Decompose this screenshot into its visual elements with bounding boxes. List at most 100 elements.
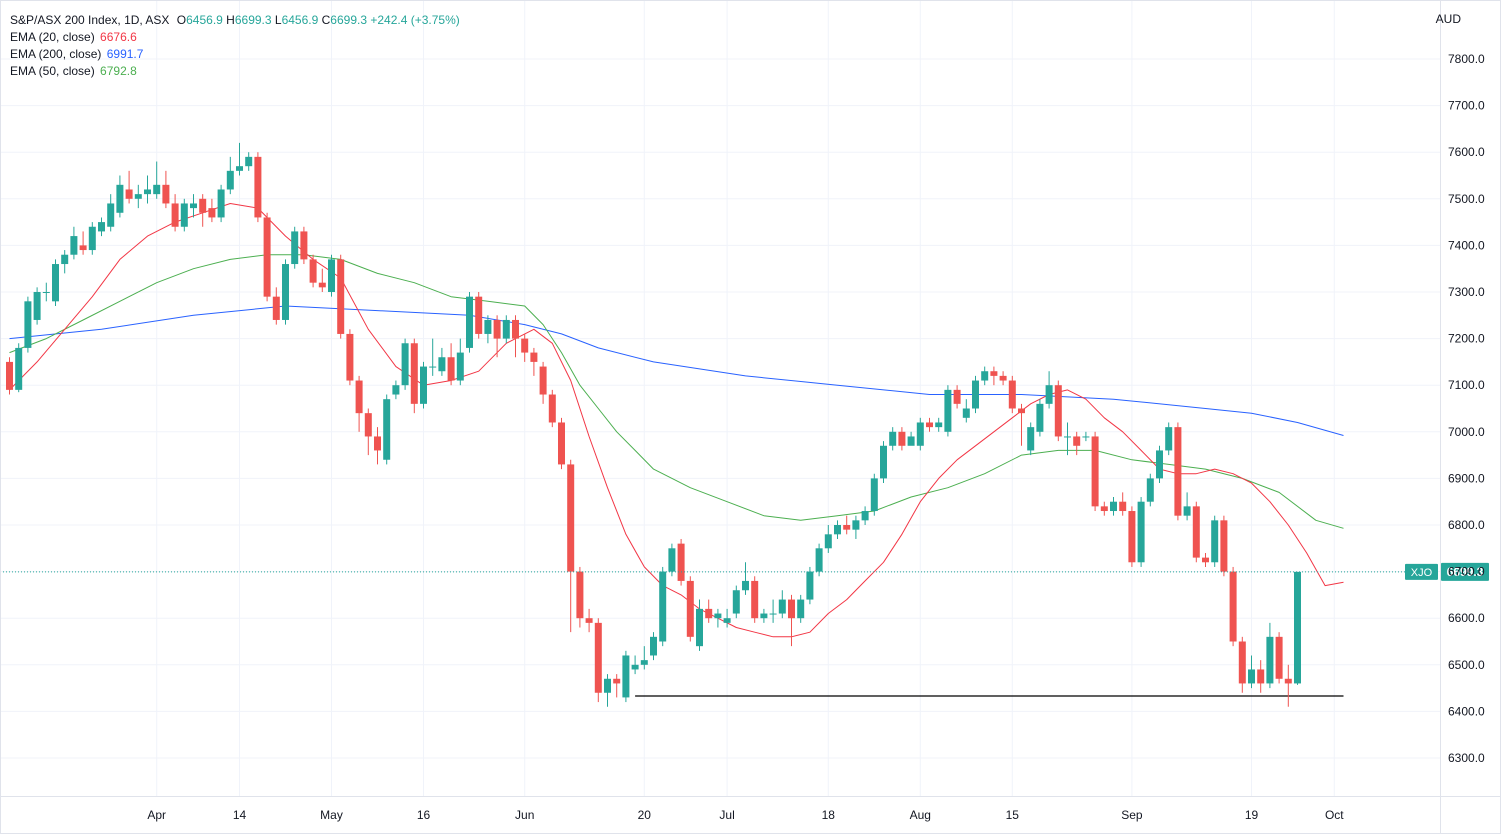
candle[interactable] (61, 250, 69, 274)
candle[interactable] (364, 408, 372, 456)
candle[interactable] (502, 315, 510, 344)
candle[interactable] (567, 459, 575, 633)
candle[interactable] (493, 315, 501, 358)
candle[interactable] (456, 338, 464, 386)
candle[interactable] (263, 212, 271, 302)
candle[interactable] (972, 375, 979, 414)
candle[interactable] (190, 194, 197, 218)
candle[interactable] (604, 674, 611, 707)
candle[interactable] (907, 431, 915, 446)
candle[interactable] (392, 380, 400, 400)
candle[interactable] (889, 427, 897, 451)
candle[interactable] (1128, 506, 1136, 567)
candle[interactable] (429, 338, 437, 376)
candle[interactable] (208, 198, 216, 223)
candle[interactable] (723, 608, 731, 628)
candle[interactable] (98, 217, 105, 237)
candle[interactable] (1192, 501, 1200, 563)
candle[interactable] (861, 506, 869, 525)
candle[interactable] (558, 417, 565, 470)
candle[interactable] (521, 333, 529, 362)
candle[interactable] (576, 566, 584, 628)
candle[interactable] (107, 194, 115, 232)
candle[interactable] (1036, 399, 1044, 437)
candle[interactable] (466, 292, 473, 353)
candle[interactable] (33, 287, 41, 325)
candle[interactable] (318, 268, 326, 292)
candle[interactable] (42, 282, 50, 302)
candle[interactable] (291, 226, 299, 269)
candle[interactable] (1220, 515, 1228, 577)
candle[interactable] (999, 371, 1007, 386)
candle[interactable] (6, 357, 13, 395)
candle[interactable] (935, 417, 943, 432)
candle[interactable] (1174, 422, 1182, 521)
candle[interactable] (180, 198, 188, 232)
candle[interactable] (751, 576, 759, 623)
candle[interactable] (401, 338, 409, 390)
candle[interactable] (1156, 445, 1163, 484)
candle[interactable] (134, 184, 142, 209)
candle[interactable] (171, 194, 179, 232)
candle[interactable] (1257, 660, 1265, 693)
candle[interactable] (769, 599, 777, 623)
candle[interactable] (355, 375, 363, 432)
candle[interactable] (226, 156, 234, 195)
candle[interactable] (953, 385, 961, 409)
candle[interactable] (1146, 473, 1154, 507)
candle[interactable] (834, 520, 841, 539)
candle[interactable] (52, 259, 59, 306)
candle[interactable] (1082, 431, 1090, 442)
candle[interactable] (640, 646, 648, 670)
candle[interactable] (24, 296, 32, 353)
candle[interactable] (309, 254, 317, 288)
candle[interactable] (1027, 422, 1035, 456)
candle[interactable] (622, 650, 630, 703)
candle[interactable] (410, 338, 418, 414)
candle[interactable] (438, 347, 446, 376)
candle[interactable] (88, 222, 96, 255)
candle[interactable] (1183, 492, 1191, 521)
legend-ema50-row[interactable]: EMA (50, close) 6792.8 (10, 63, 460, 80)
candle[interactable] (1202, 552, 1209, 567)
candle[interactable] (79, 231, 87, 255)
candle[interactable] (254, 152, 262, 223)
candle[interactable] (1018, 403, 1025, 446)
candle[interactable] (530, 347, 538, 376)
candle[interactable] (760, 608, 768, 623)
candle[interactable] (116, 175, 124, 218)
candle[interactable] (199, 194, 207, 227)
candle[interactable] (852, 515, 860, 539)
candle[interactable] (282, 259, 289, 325)
candle[interactable] (1266, 622, 1274, 689)
candle[interactable] (162, 170, 170, 209)
candle[interactable] (1045, 371, 1053, 409)
candle[interactable] (631, 655, 639, 675)
candle[interactable] (880, 441, 887, 484)
candle[interactable] (705, 599, 713, 623)
candle[interactable] (1229, 566, 1237, 647)
candle[interactable] (1275, 632, 1283, 684)
candle[interactable] (548, 389, 556, 428)
legend-ema200-row[interactable]: EMA (200, close) 6991.7 (10, 46, 460, 63)
candle[interactable] (696, 599, 703, 651)
candle[interactable] (944, 385, 952, 437)
candle[interactable] (824, 525, 832, 553)
currency-label[interactable]: AUD (1435, 12, 1461, 26)
candle[interactable] (70, 226, 78, 260)
candle[interactable] (125, 170, 133, 204)
candle[interactable] (870, 473, 878, 516)
candle[interactable] (447, 343, 455, 386)
candle[interactable] (990, 366, 998, 386)
candle[interactable] (337, 254, 345, 339)
candle[interactable] (1054, 380, 1062, 442)
candle[interactable] (346, 329, 354, 386)
candle[interactable] (383, 394, 391, 465)
candle[interactable] (659, 566, 667, 647)
candle[interactable] (732, 585, 740, 619)
candle[interactable] (1091, 431, 1099, 512)
candle[interactable] (1073, 431, 1081, 456)
candle[interactable] (144, 175, 151, 204)
candle[interactable] (153, 161, 161, 199)
